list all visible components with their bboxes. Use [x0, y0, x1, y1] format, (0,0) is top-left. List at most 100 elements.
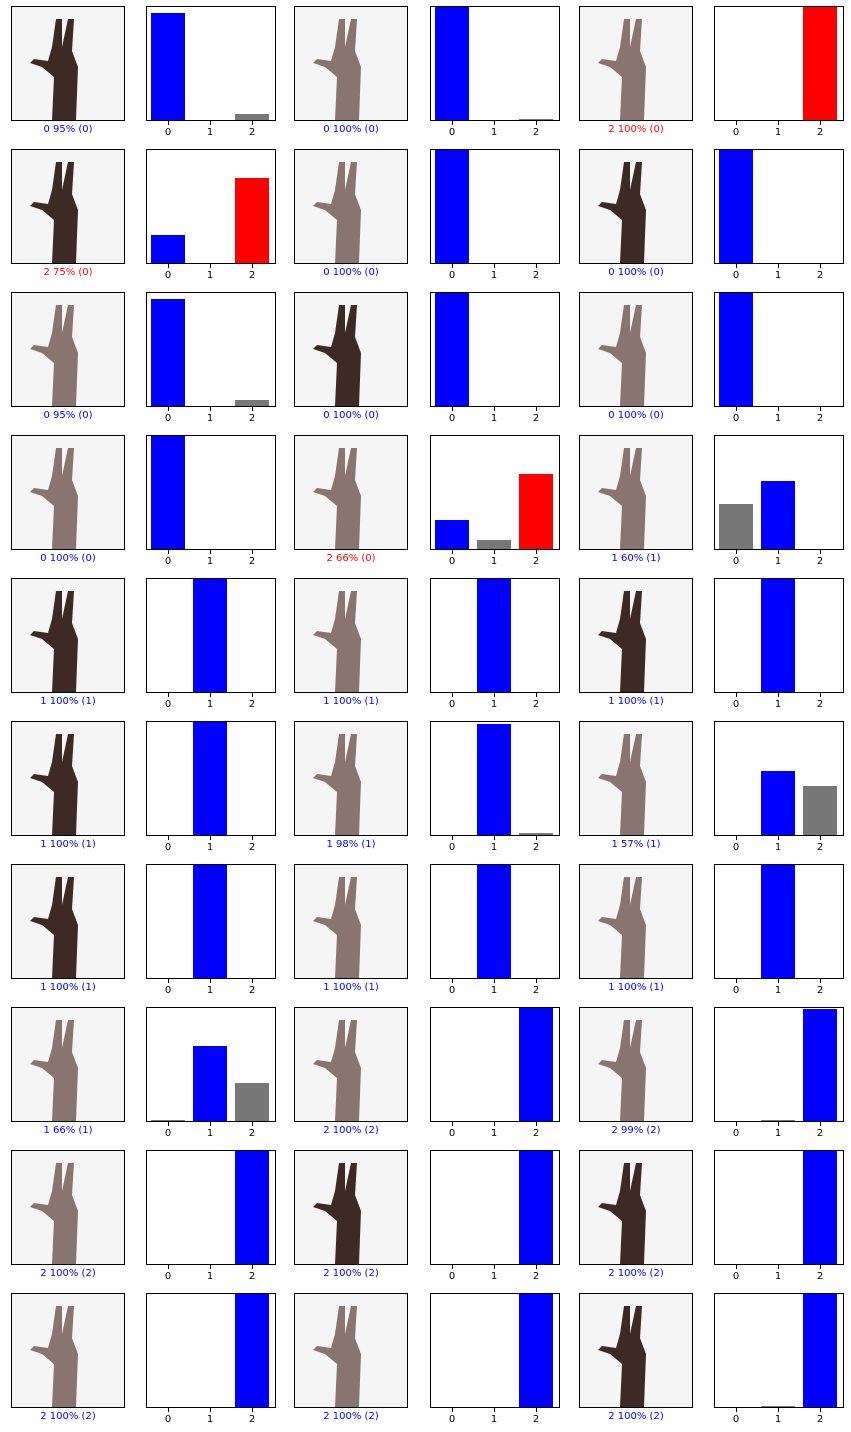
bar-class-2 [803, 786, 837, 835]
bar-class-0 [435, 150, 469, 263]
x-tick-label: 0 [164, 556, 172, 567]
x-tick-label: 2 [816, 413, 824, 424]
x-tick-label: 1 [774, 1414, 782, 1425]
x-tick [820, 1122, 821, 1126]
probability-bar-chart [146, 6, 276, 121]
x-tick-label: 2 [248, 1128, 256, 1139]
prediction-caption: 1 100% (1) [40, 696, 96, 707]
sample-image [294, 6, 408, 121]
x-tick-label: 0 [164, 270, 172, 281]
x-tick-label: 0 [164, 127, 172, 138]
x-tick-label: 0 [448, 1128, 456, 1139]
probability-bar-chart [430, 292, 560, 407]
x-tick-label: 2 [532, 270, 540, 281]
prediction-caption: 1 66% (1) [43, 1125, 93, 1136]
probability-bar-chart [146, 721, 276, 836]
x-tick [168, 979, 169, 983]
x-tick-label: 2 [248, 556, 256, 567]
x-tick [778, 1122, 779, 1126]
prediction-caption: 2 100% (2) [323, 1125, 379, 1136]
hand-photo-icon [295, 7, 407, 120]
bar-class-2 [803, 1151, 837, 1264]
hand-photo-icon [12, 865, 124, 978]
prediction-caption: 1 60% (1) [611, 553, 661, 564]
bar-class-0 [435, 7, 469, 120]
x-tick [736, 836, 737, 840]
probability-bar-chart [146, 864, 276, 979]
x-tick-label: 0 [448, 842, 456, 853]
hand-photo-icon [12, 1294, 124, 1407]
x-tick [736, 407, 737, 411]
probability-bar-chart [146, 578, 276, 693]
x-tick [536, 121, 537, 125]
bar-class-2 [235, 1083, 269, 1121]
bar-class-0 [151, 436, 185, 549]
x-tick-label: 1 [206, 556, 214, 567]
x-tick [252, 121, 253, 125]
x-tick [210, 1122, 211, 1126]
bar-class-2 [803, 1009, 837, 1121]
x-tick [820, 550, 821, 554]
hand-photo-icon [580, 1008, 692, 1121]
x-tick-label: 1 [206, 1414, 214, 1425]
sample-image [11, 721, 125, 836]
x-tick [820, 836, 821, 840]
x-tick-label: 0 [732, 556, 740, 567]
prediction-caption: 2 100% (2) [40, 1268, 96, 1279]
x-tick-label: 0 [448, 1414, 456, 1425]
x-tick-label: 1 [774, 1271, 782, 1282]
sample-image [294, 1007, 408, 1122]
probability-bar-chart [430, 578, 560, 693]
bar-class-2 [803, 7, 837, 120]
x-tick [452, 550, 453, 554]
sample-image [11, 1150, 125, 1265]
prediction-caption: 0 100% (0) [40, 553, 96, 564]
prediction-caption: 0 100% (0) [608, 410, 664, 421]
sample-image [11, 578, 125, 693]
x-tick-label: 1 [490, 699, 498, 710]
x-tick [252, 264, 253, 268]
x-tick-label: 0 [164, 1128, 172, 1139]
sample-image [579, 864, 693, 979]
x-tick [252, 979, 253, 983]
bar-class-2 [235, 1294, 269, 1407]
x-tick-label: 1 [206, 1271, 214, 1282]
probability-bar-chart [714, 6, 844, 121]
prediction-caption: 0 100% (0) [608, 267, 664, 278]
probability-bar-chart [714, 721, 844, 836]
x-tick [452, 407, 453, 411]
prediction-caption: 2 100% (2) [323, 1411, 379, 1422]
x-tick [210, 693, 211, 697]
bar-class-0 [435, 520, 469, 549]
x-tick [210, 121, 211, 125]
probability-bar-chart [146, 1150, 276, 1265]
x-tick-label: 0 [732, 699, 740, 710]
x-tick-label: 1 [490, 1414, 498, 1425]
sample-image [579, 1007, 693, 1122]
bar-class-1 [761, 1120, 795, 1121]
x-tick [452, 1408, 453, 1412]
x-tick-label: 2 [816, 1271, 824, 1282]
probability-bar-chart [430, 6, 560, 121]
bar-class-2 [519, 1151, 553, 1264]
x-tick-label: 0 [448, 556, 456, 567]
x-tick [168, 693, 169, 697]
sample-image [579, 578, 693, 693]
bar-class-0 [151, 13, 185, 120]
x-tick-label: 0 [164, 985, 172, 996]
x-tick [452, 1265, 453, 1269]
probability-bar-chart [146, 1007, 276, 1122]
prediction-caption: 1 98% (1) [326, 839, 376, 850]
sample-image [294, 435, 408, 550]
hand-photo-icon [580, 293, 692, 406]
bar-class-2 [519, 474, 553, 549]
x-tick [168, 550, 169, 554]
sample-image [11, 435, 125, 550]
sample-image [579, 1293, 693, 1408]
x-tick-label: 1 [206, 842, 214, 853]
x-tick-label: 0 [732, 1271, 740, 1282]
x-tick [494, 693, 495, 697]
prediction-caption: 2 100% (2) [40, 1411, 96, 1422]
x-tick-label: 0 [732, 127, 740, 138]
